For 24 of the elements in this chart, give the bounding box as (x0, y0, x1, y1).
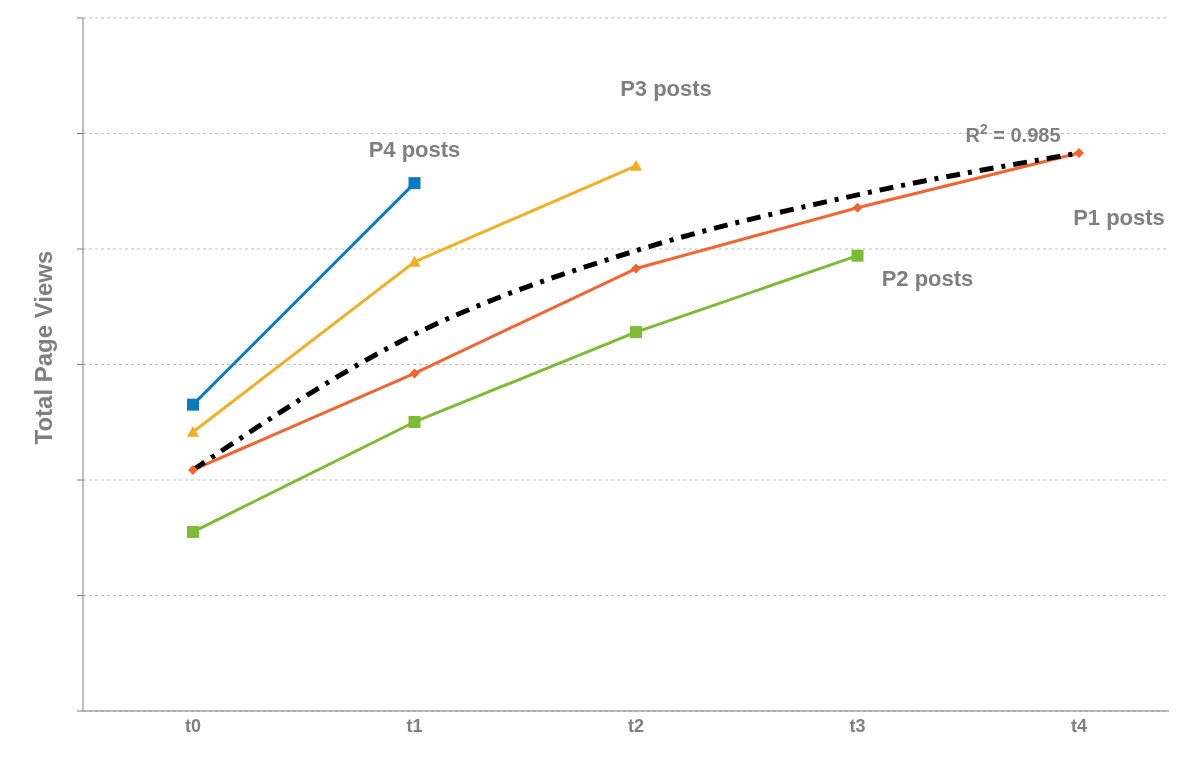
point (1074, 148, 1084, 159)
y-axis-title: Total Page Views (29, 250, 57, 445)
point (631, 263, 641, 274)
x-tick-label: t2 (627, 715, 645, 736)
point (630, 326, 642, 339)
point (852, 202, 863, 213)
point (630, 159, 642, 171)
x-tick-label: t4 (1070, 715, 1088, 736)
point (409, 368, 420, 379)
x-tick-label: t0 (184, 715, 202, 736)
series-label: P2 posts (881, 265, 974, 291)
point (187, 525, 199, 538)
x-tick-label: t3 (849, 715, 866, 736)
text: P1 posts (1073, 205, 1165, 231)
text: P3 posts (620, 75, 712, 101)
point (187, 426, 199, 437)
point (408, 177, 421, 190)
point (408, 415, 421, 428)
point (851, 249, 864, 262)
series-label: P4 posts (368, 137, 461, 163)
point (188, 464, 198, 475)
x-tick-label: t1 (406, 715, 423, 736)
text: R$^{2}$ = 0.985 (965, 121, 1061, 146)
point (187, 398, 199, 411)
